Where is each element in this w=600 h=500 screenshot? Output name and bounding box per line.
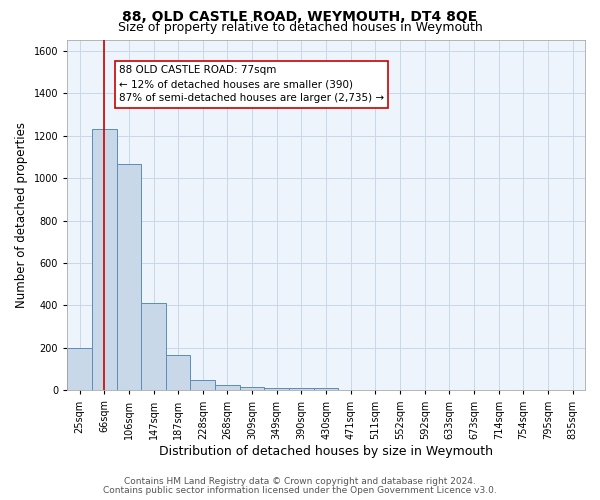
Bar bbox=[240, 386, 265, 390]
Text: 88, OLD CASTLE ROAD, WEYMOUTH, DT4 8QE: 88, OLD CASTLE ROAD, WEYMOUTH, DT4 8QE bbox=[122, 10, 478, 24]
Bar bbox=[265, 388, 289, 390]
Text: Contains HM Land Registry data © Crown copyright and database right 2024.: Contains HM Land Registry data © Crown c… bbox=[124, 478, 476, 486]
Bar bbox=[116, 164, 141, 390]
Bar bbox=[215, 385, 240, 390]
X-axis label: Distribution of detached houses by size in Weymouth: Distribution of detached houses by size … bbox=[159, 444, 493, 458]
Bar bbox=[289, 388, 314, 390]
Text: Contains public sector information licensed under the Open Government Licence v3: Contains public sector information licen… bbox=[103, 486, 497, 495]
Bar bbox=[141, 304, 166, 390]
Bar bbox=[314, 388, 338, 390]
Bar bbox=[190, 380, 215, 390]
Text: Size of property relative to detached houses in Weymouth: Size of property relative to detached ho… bbox=[118, 21, 482, 34]
Bar bbox=[166, 356, 190, 390]
Y-axis label: Number of detached properties: Number of detached properties bbox=[15, 122, 28, 308]
Text: 88 OLD CASTLE ROAD: 77sqm
← 12% of detached houses are smaller (390)
87% of semi: 88 OLD CASTLE ROAD: 77sqm ← 12% of detac… bbox=[119, 66, 384, 104]
Bar bbox=[67, 348, 92, 391]
Bar bbox=[92, 129, 116, 390]
